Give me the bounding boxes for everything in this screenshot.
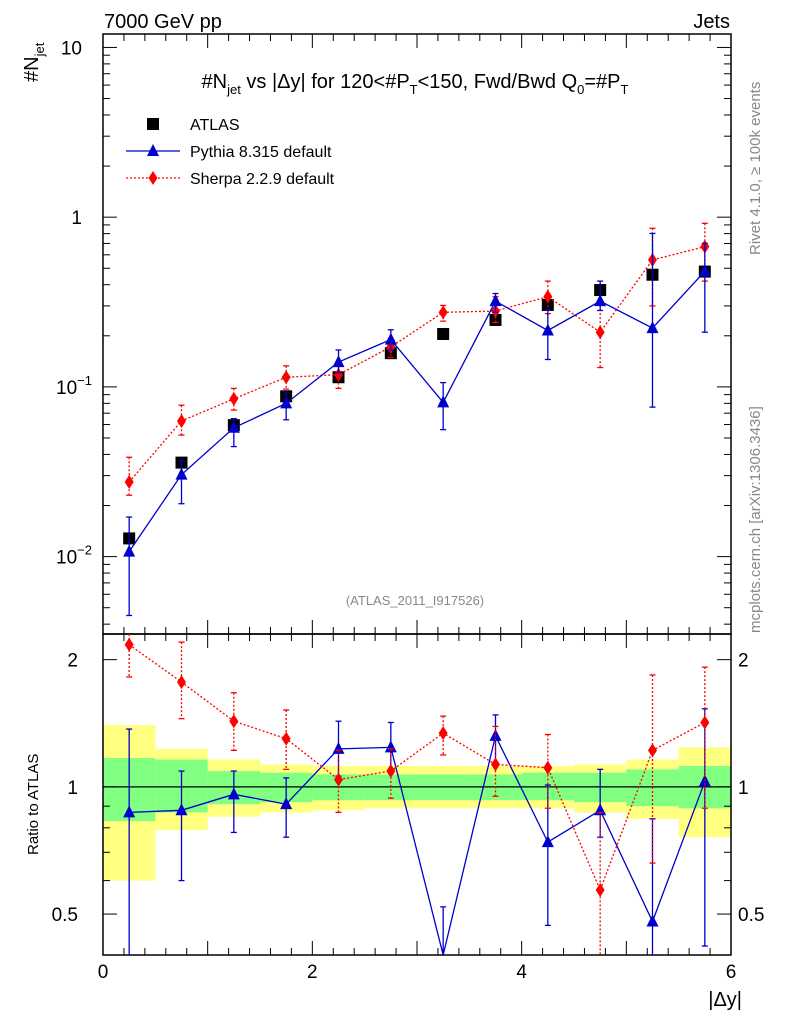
xtick-label: 2 [307,962,318,983]
main-point-pythia [227,420,240,433]
title-sub-2: T [410,82,418,97]
ratio-point-pythia [175,803,188,816]
main-point-sherpa [124,475,134,490]
title-part-3: <150, Fwd/Bwd Q [418,71,578,93]
main-ytick-label: 10−1 [56,373,92,399]
title-sub-1: jet [226,82,241,97]
ratio-point-sherpa [648,743,657,758]
legend-marker-atlas [147,118,159,130]
header-right: Jets [693,11,730,33]
legend-item-sherpa: Sherpa 2.2.9 default [126,171,335,188]
ratio-point-sherpa [177,675,186,690]
legend-label-sherpa: Sherpa 2.2.9 default [190,171,335,188]
main-point-sherpa [438,305,448,320]
legend-marker-sherpa [148,171,158,185]
main-ytick-base: 10 [56,378,77,399]
svg-text:#Njet: #Njet [21,42,47,82]
ratio-ytick-label-right: 0.5 [738,905,764,926]
main-point-sherpa [595,325,605,340]
main-line-pythia [128,270,706,552]
legend-item-atlas: ATLAS [147,117,240,134]
main-ytick-label: 10−2 [56,543,92,569]
main-ytick-base: 1 [71,208,82,229]
main-point-pythia [646,321,659,334]
ratio-line-sherpa [128,644,706,892]
legend-label-pythia: Pythia 8.315 default [190,144,332,161]
ratio-point-sherpa [543,760,553,775]
main-point-pythia [594,294,607,307]
main-ytick-exp: −2 [77,543,92,558]
ratio-series-sherpa [124,634,710,955]
main-line-sherpa [128,246,705,483]
ratio-point-pythia [227,787,240,800]
main-point-pythia [332,355,345,368]
xtick-label: 6 [726,962,737,983]
ratio-series-pythia [123,708,711,956]
main-point-sherpa [229,391,239,406]
main-point-sherpa [334,367,343,382]
ratio-ylabel: Ratio to ATLAS [25,754,42,855]
legend-marker-pythia [147,144,159,156]
main-point-atlas [541,298,554,311]
ratio-ytick-label-right: 1 [738,778,749,799]
title-part-1: #N [202,71,228,93]
ratio-point-pythia [280,797,293,810]
main-ytick-base: 10 [61,38,82,59]
header-left: 7000 GeV pp [104,11,222,33]
ratio-point-sherpa [386,764,396,779]
main-point-pythia [175,467,188,480]
xlabel: |Δy| [708,989,742,1011]
ylabel-main-sub: jet [32,42,47,57]
main-point-sherpa [543,289,553,304]
main-point-pythia [489,294,502,307]
ratio-point-pythia [123,805,136,818]
main-point-pythia [280,396,293,409]
rivet-label: Rivet 4.1.0, ≥ 100k events [747,82,764,255]
title-sub-4: T [621,82,629,97]
ratio-ytick-label-left: 0.5 [52,905,78,926]
title-part-2: vs |Δy| for 120<#P [241,71,410,93]
main-point-sherpa [281,370,291,385]
ratio-point-sherpa [491,757,500,772]
ratio-ytick-label-left: 1 [67,778,78,799]
main-series-atlas [123,265,711,545]
ratio-point-sherpa [281,731,291,746]
main-point-pythia [437,395,450,408]
title-sub-3: 0 [577,82,584,97]
main-point-pythia [123,544,136,557]
mcplots-label: mcplots.cern.ch [arXiv:1306.3436] [747,406,764,633]
ratio-ytick-label-left: 2 [67,651,78,672]
main-point-pythia [384,332,397,345]
xtick-label: 0 [98,962,109,983]
ylabel-main-text: #N [21,56,43,82]
ratio-point-sherpa [700,715,710,730]
main-series-sherpa [124,222,710,496]
ratio-ytick-label-right: 2 [738,651,749,672]
ratio-point-pythia [541,835,554,848]
main-ylabel: #Njet [21,42,47,82]
ratio-point-sherpa [229,714,239,729]
main-ytick-label: 1 [71,208,82,229]
reference-label: (ATLAS_2011_I917526) [346,593,484,608]
plot-title: #Njet vs |Δy| for 120<#PT<150, Fwd/Bwd Q… [202,71,629,97]
xtick-label: 4 [516,962,527,983]
title-part-4: =#P [584,71,620,93]
main-point-sherpa [177,413,186,428]
ratio-point-sherpa [334,772,343,787]
legend-item-pythia: Pythia 8.315 default [126,144,332,161]
ratio-point-sherpa [438,726,448,741]
legend-label-atlas: ATLAS [190,117,240,134]
main-point-atlas [437,327,450,340]
ratio-point-sherpa [124,637,134,652]
ratio-point-sherpa [595,883,605,898]
ratio-point-pythia [646,914,659,927]
main-series-pythia [123,232,711,617]
main-ytick-exp: −1 [77,373,92,388]
main-point-pythia [698,264,711,277]
ratio-line-pythia [129,733,706,956]
main-ytick-base: 10 [56,548,77,569]
main-ytick-label: 10 [61,38,82,59]
main-point-pythia [541,323,554,336]
